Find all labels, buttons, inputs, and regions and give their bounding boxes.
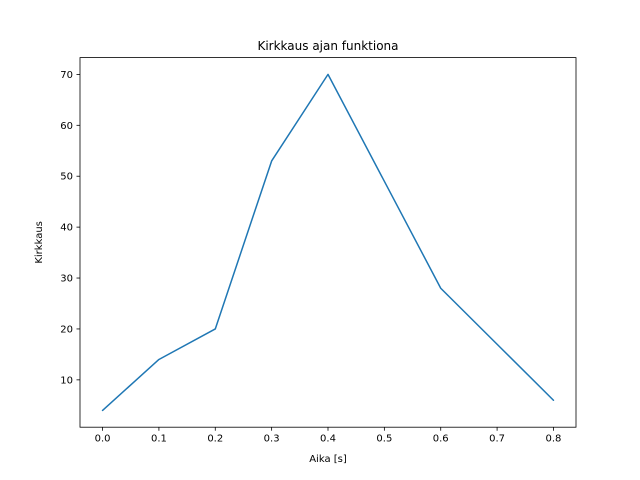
x-tick-label: 0.8 [546, 434, 562, 445]
data-line [101, 73, 555, 412]
plot-border [79, 57, 577, 428]
x-axis-label: Aika [s] [309, 454, 347, 465]
y-tick-label: 60 [60, 121, 73, 132]
x-tick-label: 0.7 [489, 434, 505, 445]
x-tick-label: 0.2 [207, 434, 223, 445]
x-tick-label: 0.5 [376, 434, 392, 445]
x-tick-label: 0.3 [264, 434, 280, 445]
x-tick-label: 0.6 [433, 434, 449, 445]
y-tick-label: 20 [60, 324, 73, 335]
chart-title: Kirkkaus ajan funktiona [257, 39, 398, 53]
y-axis-label: Kirkkaus [34, 221, 45, 264]
y-tick-label: 40 [60, 223, 73, 234]
y-tick-label: 70 [60, 70, 73, 81]
x-tick-label: 0.1 [151, 434, 167, 445]
y-tick-label: 30 [60, 274, 73, 285]
x-tick-label: 0.4 [320, 434, 336, 445]
x-tick-label: 0.0 [95, 434, 111, 445]
y-tick-label: 10 [60, 375, 73, 386]
y-tick-label: 50 [60, 172, 73, 183]
